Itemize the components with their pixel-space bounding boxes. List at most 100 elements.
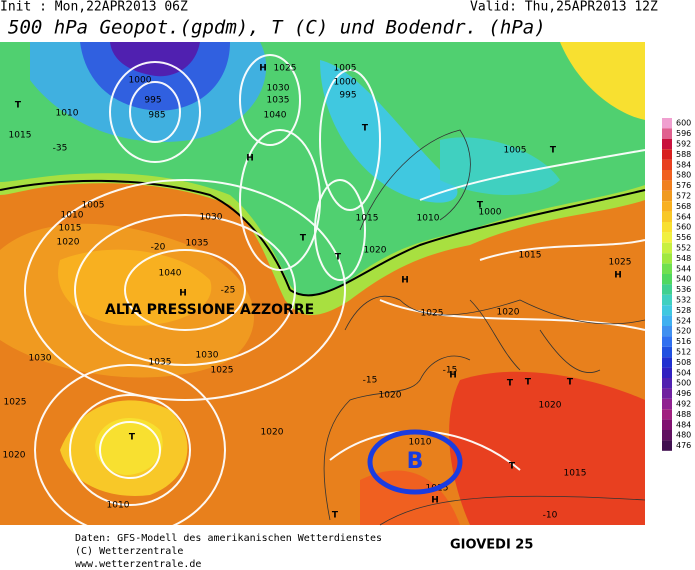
contour-label: 1020: [3, 451, 26, 461]
pressure-center: T: [507, 379, 514, 389]
colorbar-label: 516: [676, 337, 691, 346]
footer-line: (C) Wetterzentrale: [75, 546, 183, 557]
low-marker: B: [407, 449, 424, 474]
contour-label: 1025: [4, 398, 27, 408]
pressure-center: H: [246, 154, 254, 164]
colorbar-label: 476: [676, 441, 691, 450]
colorbar-label: 584: [676, 160, 691, 169]
contour-label: 1030: [29, 354, 52, 364]
colorbar-swatch: [662, 274, 672, 285]
contour-label: 1025: [211, 366, 234, 376]
colorbar-swatch: [662, 357, 672, 368]
colorbar-label: 492: [676, 400, 691, 409]
contour-label: 1005: [82, 201, 105, 211]
colorbar-label: 500: [676, 379, 691, 388]
contour-label: 1000: [334, 78, 357, 88]
colorbar-label: 560: [676, 223, 691, 232]
colorbar-swatch: [662, 128, 672, 139]
day-label: GIOVEDI 25: [450, 538, 533, 553]
colorbar-swatch: [662, 170, 672, 181]
colorbar-label: 508: [676, 358, 691, 367]
colorbar-label: 588: [676, 150, 691, 159]
contour-label: 1015: [356, 214, 379, 224]
colorbar-swatch: [662, 419, 672, 430]
colorbar-swatch: [662, 242, 672, 254]
colorbar-label: 568: [676, 202, 691, 211]
colorbar-label: 556: [676, 233, 691, 242]
pressure-center: H: [449, 371, 457, 381]
contour-label: 995: [144, 96, 161, 106]
contour-label: 1030: [196, 351, 219, 361]
colorbar-swatch: [662, 222, 672, 233]
pressure-center: H: [179, 289, 187, 299]
contour-label: 1015: [564, 469, 587, 479]
pressure-center: T: [477, 201, 484, 211]
colorbar-swatch: [662, 294, 672, 306]
contour-label: -25: [221, 286, 236, 296]
colorbar-label: 480: [676, 431, 691, 440]
pressure-center: T: [129, 433, 136, 443]
contour-label: 1015: [9, 131, 32, 141]
colorbar-swatch: [662, 149, 672, 160]
pressure-center: H: [431, 496, 439, 506]
colorbar-swatch: [662, 180, 672, 191]
contour-label: 1040: [264, 111, 287, 121]
contour-label: 1005: [504, 146, 527, 156]
colorbar-swatch: [662, 138, 672, 150]
contour-label: 1035: [186, 239, 209, 249]
pressure-center: H: [259, 64, 267, 74]
contour-label: 1020: [379, 391, 402, 401]
pressure-center: T: [525, 378, 532, 388]
contour-label: 1020: [261, 428, 284, 438]
contour-label: 1000: [479, 208, 502, 218]
colorbar: 6005965925885845805765725685645605565525…: [662, 118, 691, 451]
colorbar-swatch: [662, 201, 672, 212]
contour-label: 1025: [609, 258, 632, 268]
colorbar-label: 512: [676, 348, 691, 357]
pressure-center: T: [509, 462, 516, 472]
colorbar-swatch: [662, 336, 672, 347]
init-time: Init : Mon,22APR2013 06Z: [0, 0, 188, 15]
colorbar-label: 548: [676, 254, 691, 263]
pressure-center: T: [335, 253, 342, 263]
colorbar-label: 592: [676, 140, 691, 149]
map-title: 500 hPa Geopot.(gpdm), T (C) und Bodendr…: [8, 17, 546, 39]
contour-label: 1025: [421, 309, 444, 319]
contour-label: 1005: [334, 64, 357, 74]
colorbar-label: 600: [676, 119, 691, 128]
colorbar-swatch: [662, 211, 672, 222]
colorbar-swatch: [662, 440, 672, 451]
contour-label: 1020: [57, 238, 80, 248]
footer-line: www.wetterzentrale.de: [75, 559, 201, 570]
valid-time: Valid: Thu,25APR2013 12Z: [470, 0, 658, 15]
pressure-center: T: [567, 378, 574, 388]
contour-label: -15: [443, 366, 458, 376]
colorbar-label: 544: [676, 264, 691, 273]
contour-label: 985: [148, 111, 165, 121]
colorbar-label: 596: [676, 129, 691, 138]
colorbar-label: 528: [676, 306, 691, 315]
pressure-center: H: [401, 276, 409, 286]
contour-label: 1010: [409, 438, 432, 448]
contour-label: 1030: [267, 84, 290, 94]
colorbar-label: 580: [676, 171, 691, 180]
pressure-center: T: [15, 101, 22, 111]
map-labels: H 1025 1005 1000 995 1030 1035 1040 H T T 1015 1005 1…: [3, 64, 632, 521]
colorbar-label: 520: [676, 327, 691, 336]
contour-label: 1020: [364, 246, 387, 256]
colorbar-label: 564: [676, 212, 691, 221]
pressure-center: T: [332, 511, 339, 521]
colorbar-label: 540: [676, 275, 691, 284]
colorbar-swatch: [662, 315, 672, 326]
colorbar-swatch: [662, 378, 672, 389]
contour-label: 1020: [497, 308, 520, 318]
contour-label: 1010: [56, 109, 79, 119]
colorbar-label: 536: [676, 285, 691, 294]
contour-label: 1035: [267, 96, 290, 106]
pressure-center: H: [614, 271, 622, 281]
pressure-center: T: [300, 234, 307, 244]
colorbar-swatch: [662, 118, 672, 129]
colorbar-swatch: [662, 398, 672, 410]
colorbar-label: 552: [676, 244, 691, 253]
